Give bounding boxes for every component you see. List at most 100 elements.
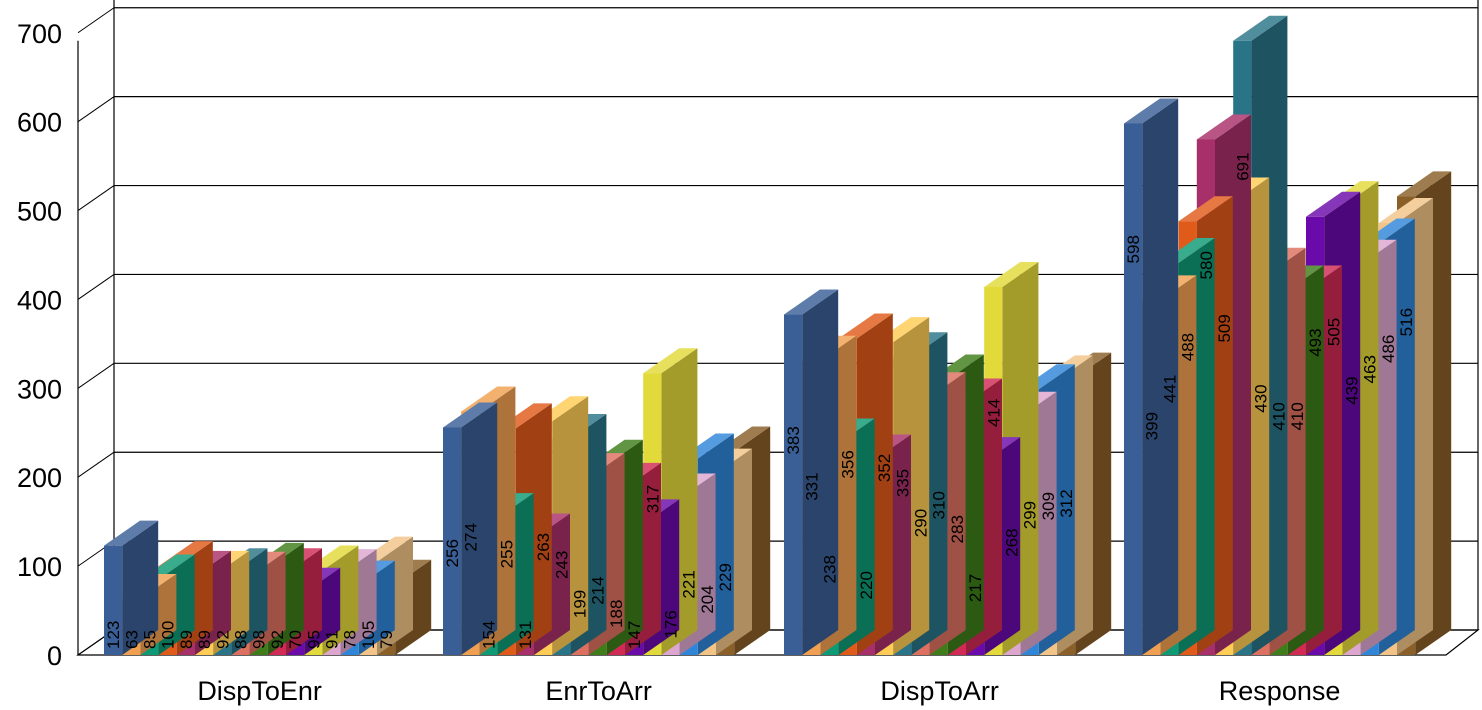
data-label: 310 [930,491,949,519]
bar [104,520,159,655]
data-label: 430 [1252,384,1271,412]
x-tick-label: Response [1219,676,1341,706]
y-tick-label: 600 [17,108,62,138]
bar-front [443,427,462,655]
data-label: 691 [1233,152,1252,180]
side-gridline-600 [77,96,115,123]
data-label: 243 [552,551,571,579]
y-tick-label: 0 [47,641,62,671]
data-label: 335 [893,469,912,497]
data-label: 317 [643,485,662,513]
data-label: 331 [802,472,821,500]
data-label: 263 [534,533,553,561]
data-label: 410 [1270,402,1289,430]
data-label: 88 [232,630,251,649]
bar [784,289,839,655]
data-label: 92 [213,630,232,649]
data-label: 217 [966,574,985,602]
data-label: 176 [662,610,681,638]
bar-top [1124,98,1179,124]
x-tick-label: DispToEnr [197,676,322,706]
data-label: 383 [784,426,803,454]
data-label: 105 [359,621,378,649]
data-label: 78 [341,630,360,649]
data-label: 356 [839,450,858,478]
data-label: 441 [1161,375,1180,403]
side-gridline-700 [77,7,115,34]
data-label: 199 [571,590,590,618]
data-label: 70 [286,630,305,649]
data-label: 204 [698,585,717,613]
bar-top [461,386,516,412]
y-tick-label: 400 [17,285,62,315]
data-label: 290 [912,509,931,537]
side-gridline-300 [77,362,115,389]
y-tick-label: 100 [17,552,62,582]
data-label: 89 [195,630,214,649]
data-label: 92 [268,630,287,649]
data-label: 214 [589,576,608,604]
bar-top [984,261,1039,287]
x-tick-label: DispToArr [880,676,999,706]
bar-top [643,348,698,374]
data-label: 95 [304,630,323,649]
bar-top [784,289,839,315]
data-label: 463 [1361,355,1380,383]
data-label: 238 [821,555,840,583]
data-label: 283 [948,515,967,543]
data-label: 229 [716,563,735,591]
data-label: 154 [480,621,499,649]
data-label: 220 [857,571,876,599]
data-label: 274 [461,523,480,551]
data-label: 312 [1057,489,1076,517]
data-label: 123 [104,621,123,649]
data-label: 188 [607,600,626,628]
data-label: 299 [1021,501,1040,529]
data-label: 100 [159,621,178,649]
side-gridline-400 [77,274,115,300]
data-label: 79 [377,630,396,649]
data-label: 516 [1397,308,1416,336]
side-gridline-500 [77,185,115,211]
data-label: 221 [680,570,699,598]
bar-side [1142,98,1179,655]
data-label: 256 [443,539,462,567]
data-label: 89 [177,630,196,649]
y-tick-label: 700 [17,19,62,49]
bar-front [784,314,803,655]
bar-top [1233,15,1288,41]
data-label: 309 [1039,492,1058,520]
data-label: 255 [498,540,517,568]
data-label: 147 [625,621,644,649]
x-tick-label: EnrToArr [545,676,652,706]
data-label: 439 [1343,376,1362,404]
y-tick-label: 200 [17,463,62,493]
bar-side [802,289,839,655]
data-label: 414 [984,399,1003,427]
data-label: 493 [1306,328,1325,356]
data-label: 598 [1124,235,1143,263]
bar-top [838,313,893,339]
data-label: 352 [875,454,894,482]
data-label: 410 [1288,402,1307,430]
data-label: 505 [1324,318,1343,346]
data-label: 98 [250,630,269,649]
bars-layer [104,15,1452,656]
data-label: 91 [323,630,342,649]
bar-side [122,520,159,655]
y-tick-label: 500 [17,197,62,227]
bar-top [1306,191,1361,217]
bar-top [1397,171,1452,197]
data-label: 509 [1215,314,1234,342]
bar-top [1378,197,1433,223]
data-label: 85 [141,630,160,649]
y-tick-label: 300 [17,374,62,404]
axis-layer: 0 100 200 300 400 500 600 700 DispToEnr EnrToArr D… [17,0,1480,706]
bar-top [1196,114,1251,140]
bar-top [1178,196,1233,222]
bar-front [104,545,123,655]
bar-top [443,402,498,428]
data-label: 488 [1179,333,1198,361]
